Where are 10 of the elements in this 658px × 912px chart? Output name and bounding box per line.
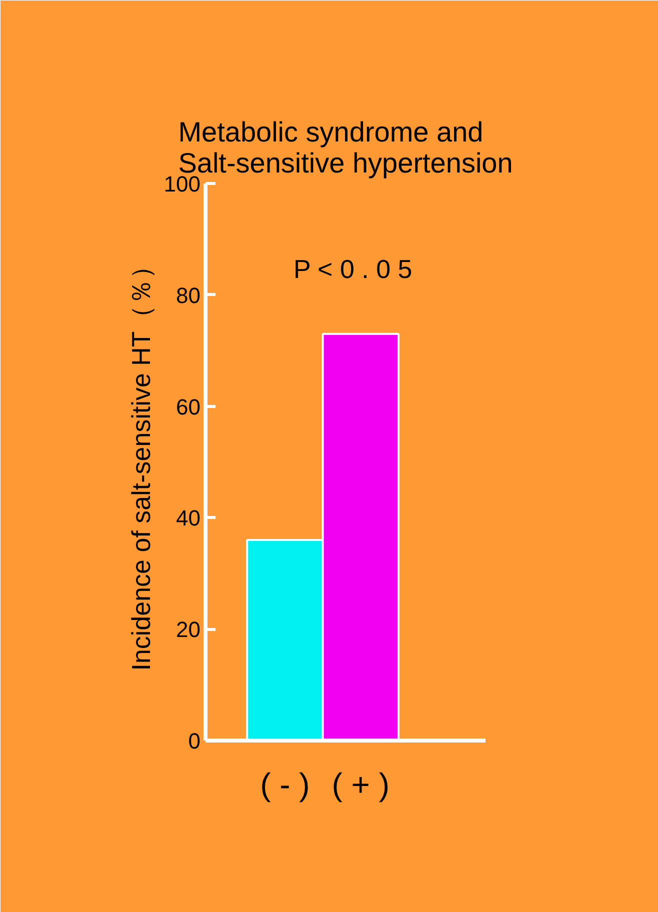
- y-tick-label: 60: [176, 394, 201, 420]
- x-tick-label: ( - ): [260, 766, 310, 802]
- annotation: P < 0 . 0 5: [293, 254, 412, 284]
- y-axis-title: Incidence of salt-sensitive HT（％）: [126, 253, 156, 671]
- y-tick-label: 40: [176, 506, 201, 531]
- y-tick-label: 20: [176, 617, 201, 642]
- y-tick-label: 80: [176, 282, 201, 308]
- y-tick-label: 100: [164, 172, 201, 196]
- y-tick-label: 0: [188, 728, 201, 754]
- x-tick-label: ( + ): [332, 766, 390, 802]
